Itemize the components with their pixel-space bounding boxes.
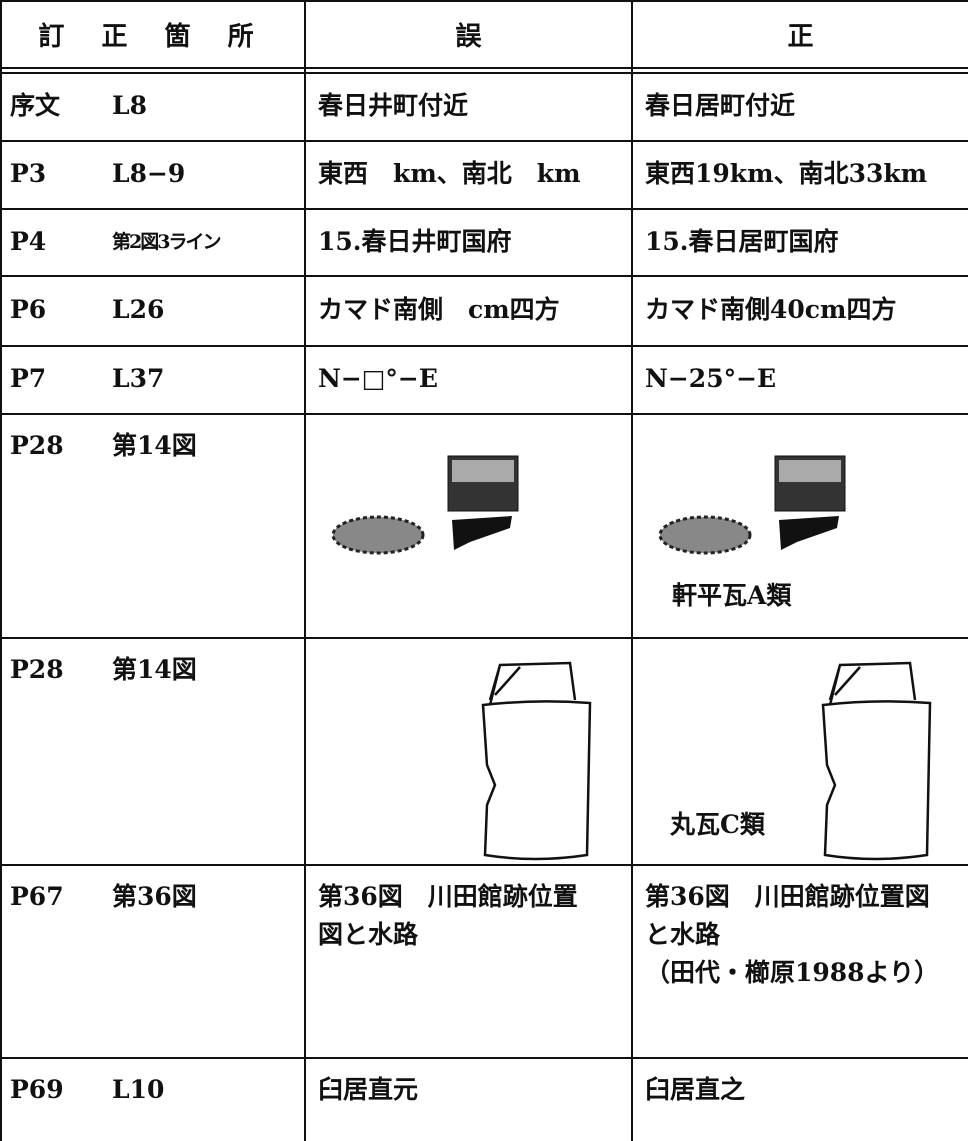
figure-sketch [821,661,932,861]
page-ref: P69 [10,1075,64,1104]
column-divider [631,0,633,1141]
correct-text: 15.春日居町国府 [645,226,839,256]
row-divider [0,345,968,347]
page-ref: P28 [10,655,64,684]
row-divider [0,67,968,69]
correct-text: 春日居町付近 [645,91,796,120]
row-divider [0,275,968,277]
wrong-text: 第36図 川田館跡位置 [318,882,578,911]
border [0,0,2,1141]
correct-text: 臼居直之 [645,1075,746,1104]
column-divider [304,0,306,1141]
wrong-text: N−□°−E [318,364,438,393]
row-divider [0,208,968,210]
wrong-text: 図と水路 [318,920,419,949]
row-divider [0,637,968,639]
figure-caption: 軒平瓦A類 [672,581,792,610]
wrong-text: 15.春日井町国府 [318,226,512,256]
correct-text: と水路 [645,920,721,949]
location-ref: 第14図 [112,655,197,684]
header-cell: 正 [787,21,814,52]
location-ref: L26 [112,295,165,324]
correct-text: N−25°−E [645,364,777,393]
header-cell: 誤 [455,21,482,52]
row-divider [0,413,968,415]
figure-sketch [331,455,519,555]
figure-caption: 丸瓦C類 [670,810,765,839]
correct-text: 第36図 川田館跡位置図 [645,882,930,911]
page-ref: P4 [10,226,47,256]
row-divider [0,864,968,866]
correct-text: カマド南側40cm四方 [645,295,897,324]
row-divider [0,1057,968,1059]
page-ref: P67 [10,882,64,911]
location-ref: L37 [112,364,165,393]
location-ref: 第2図3ライン [112,230,221,253]
correct-text: （田代・櫛原1988より） [645,958,940,987]
page-ref: P28 [10,431,64,460]
row-divider [0,140,968,142]
wrong-text: 春日井町付近 [318,91,469,120]
page-ref: P6 [10,295,47,324]
header-cell: 訂 正 箇 所 [38,21,268,52]
wrong-text: 臼居直元 [318,1075,419,1104]
wrong-text: カマド南側 cm四方 [318,295,560,324]
location-ref: 第36図 [112,882,197,911]
border [0,0,968,2]
page-ref: P3 [10,159,47,188]
figure-sketch [658,455,846,555]
location-ref: 第14図 [112,431,197,460]
location-ref: L8−9 [112,159,186,188]
correct-text: 東西19km、南北33km [645,159,928,188]
figure-sketch [481,661,592,861]
location-ref: L8 [112,91,147,120]
page-ref: 序文 [10,91,61,120]
wrong-text: 東西 km、南北 km [318,159,581,188]
row-divider [0,72,968,74]
page-ref: P7 [10,364,47,393]
location-ref: L10 [112,1075,165,1104]
